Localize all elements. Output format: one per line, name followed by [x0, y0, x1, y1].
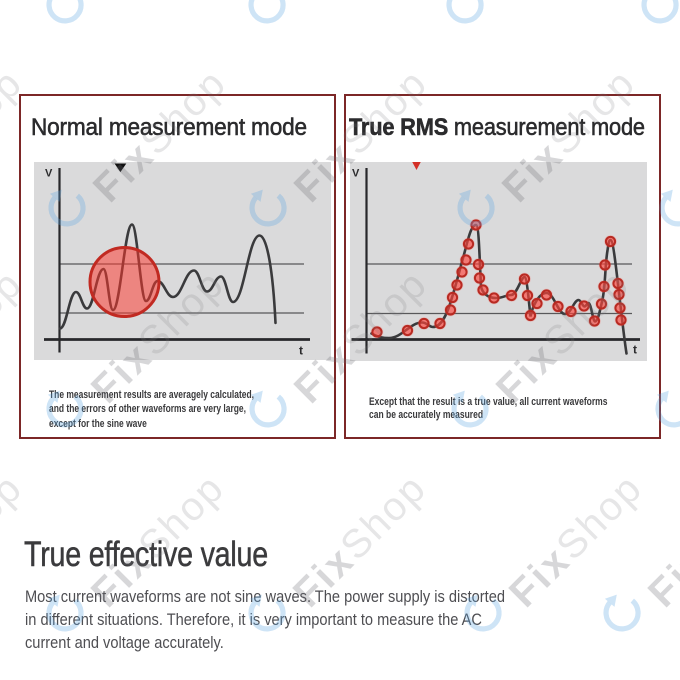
svg-text:t: t: [633, 342, 637, 356]
svg-text:t: t: [299, 343, 303, 357]
svg-text:V: V: [352, 167, 360, 179]
svg-text:V: V: [45, 167, 53, 179]
